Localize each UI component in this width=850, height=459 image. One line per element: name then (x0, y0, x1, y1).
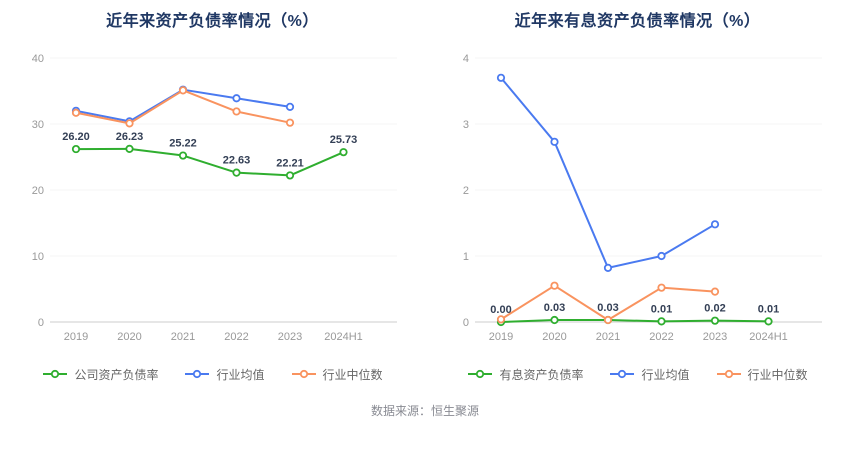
legend-label: 行业均值 (641, 367, 690, 382)
svg-text:22.63: 22.63 (223, 155, 251, 167)
svg-text:10: 10 (32, 251, 44, 263)
legend-line-marker-icon (185, 369, 210, 379)
legend-line-marker-icon (610, 369, 635, 379)
right-line-chart: 0 1 2 3 4 2019 2020 2021 2022 2023 2024H1 0.00 0.03 0… (463, 53, 822, 343)
svg-text:2020: 2020 (117, 331, 141, 343)
legend-item[interactable]: 公司资产负债率 (42, 366, 158, 383)
svg-text:26.20: 26.20 (62, 131, 90, 143)
svg-text:2023: 2023 (703, 331, 727, 343)
svg-text:20: 20 (32, 185, 44, 197)
svg-text:0.01: 0.01 (651, 303, 672, 315)
svg-text:2024H1: 2024H1 (324, 331, 363, 343)
right-chart-title: 近年来有息资产负债率情况（%） (514, 13, 761, 30)
svg-text:1: 1 (463, 251, 469, 263)
legend-label: 行业均值 (216, 367, 265, 382)
svg-text:4: 4 (463, 53, 469, 65)
legend-line-marker-icon (43, 369, 68, 379)
right-chart-legend: 有息资产负债率 行业均值 行业中位数 (425, 356, 850, 392)
svg-text:26.23: 26.23 (116, 131, 144, 143)
svg-text:2024H1: 2024H1 (749, 331, 788, 343)
legend-label: 行业中位数 (322, 367, 383, 382)
svg-text:25.22: 25.22 (169, 138, 197, 150)
charts-row: 近年来资产负债率情况（%） 0 10 20 30 40 2019 2020 2021 2022 2… (0, 0, 850, 392)
left-chart-legend: 公司资产负债率 行业均值 行业中位数 (0, 356, 425, 392)
svg-text:2022: 2022 (224, 331, 248, 343)
svg-text:0: 0 (463, 317, 469, 329)
svg-text:2023: 2023 (278, 331, 302, 343)
svg-text:0: 0 (38, 317, 44, 329)
data-source-text: 数据来源：恒生聚源 (370, 404, 479, 418)
svg-text:22.21: 22.21 (276, 157, 304, 169)
svg-text:0.02: 0.02 (704, 303, 725, 315)
left-chart-title: 近年来资产负债率情况（%） (106, 13, 319, 30)
svg-text:30: 30 (32, 119, 44, 131)
legend-item[interactable]: 有息资产负债率 (467, 366, 583, 383)
svg-text:0.03: 0.03 (597, 302, 618, 314)
legend-label: 有息资产负债率 (499, 367, 584, 382)
svg-text:2: 2 (463, 185, 469, 197)
legend-line-marker-icon (716, 369, 741, 379)
legend-label: 公司资产负债率 (74, 367, 159, 382)
svg-text:2021: 2021 (596, 331, 620, 343)
svg-text:0.00: 0.00 (490, 304, 511, 316)
svg-text:25.73: 25.73 (330, 134, 358, 146)
svg-text:2019: 2019 (489, 331, 513, 343)
chart-panel-right: 近年来有息资产负债率情况（%） 0 1 2 3 4 2019 2020 2021 2022 202… (425, 0, 850, 392)
legend-item[interactable]: 行业均值 (609, 366, 690, 383)
svg-text:3: 3 (463, 119, 469, 131)
legend-line-marker-icon (291, 369, 316, 379)
legend-line-marker-icon (468, 369, 493, 379)
svg-text:0.03: 0.03 (544, 302, 565, 314)
legend-item[interactable]: 行业中位数 (716, 366, 808, 383)
legend-item[interactable]: 行业中位数 (291, 366, 383, 383)
chart-panel-left: 近年来资产负债率情况（%） 0 10 20 30 40 2019 2020 2021 2022 2… (0, 0, 425, 392)
svg-text:2021: 2021 (171, 331, 195, 343)
legend-item[interactable]: 行业均值 (184, 366, 265, 383)
svg-text:2020: 2020 (542, 331, 566, 343)
legend-label: 行业中位数 (747, 367, 808, 382)
svg-text:40: 40 (32, 53, 44, 65)
svg-text:2022: 2022 (649, 331, 673, 343)
left-line-chart: 0 10 20 30 40 2019 2020 2021 2022 2023 2024H1 26.20… (32, 53, 397, 343)
svg-text:2019: 2019 (64, 331, 88, 343)
svg-text:0.01: 0.01 (758, 303, 779, 315)
